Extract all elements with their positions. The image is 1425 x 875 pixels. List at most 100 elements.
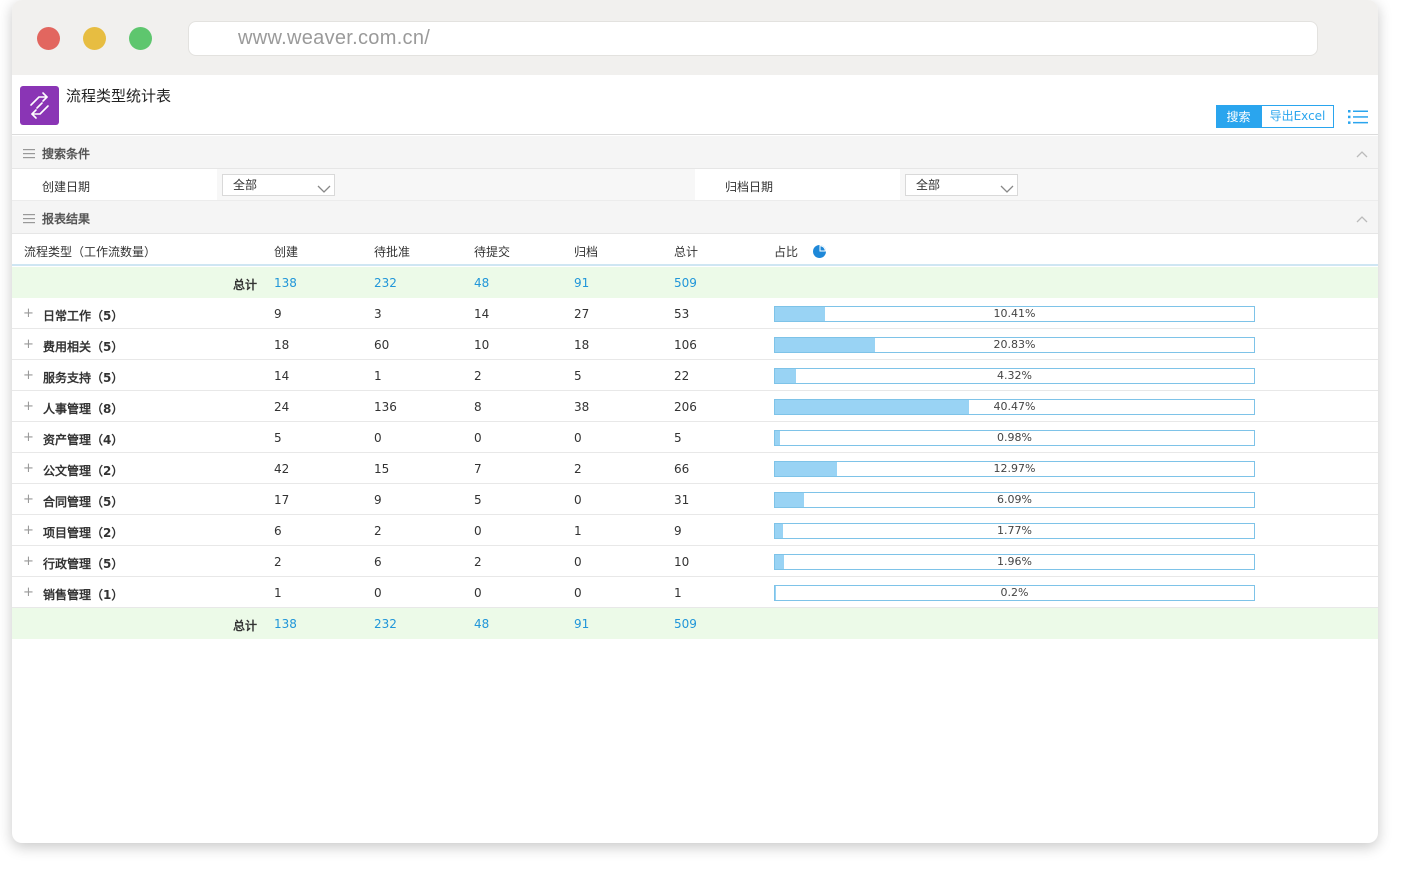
minimize-window-button[interactable] [83, 27, 106, 50]
column-header-pending-submit[interactable]: 待提交 [474, 245, 511, 259]
cell-created: 2 [274, 555, 282, 569]
maximize-window-button[interactable] [129, 27, 152, 50]
ratio-bar: 12.97% [774, 461, 1255, 477]
total-archived[interactable]: 91 [574, 276, 590, 290]
cell-pending-submit: 14 [474, 307, 490, 321]
column-header-total[interactable]: 总计 [674, 245, 699, 259]
cell-created: 14 [274, 369, 290, 383]
search-conditions-bar[interactable]: 搜索条件 [12, 136, 1378, 169]
column-header-type[interactable]: 流程类型（工作流数量） [24, 245, 157, 259]
ratio-bar-fill [775, 369, 796, 383]
table-row[interactable]: + 合同管理（5） 17 9 5 0 31 6.09% [12, 484, 1378, 515]
chevron-down-icon [317, 180, 331, 200]
ratio-bar: 1.96% [774, 554, 1255, 570]
expand-plus-icon[interactable]: + [23, 523, 34, 538]
page-header: 流程类型统计表 搜索 导出Excel [12, 75, 1378, 135]
table-row[interactable]: + 行政管理（5） 2 6 2 0 10 1.96% [12, 546, 1378, 577]
workflow-type-name[interactable]: 服务支持（5） [43, 371, 124, 385]
ratio-percent-label: 6.09% [997, 493, 1032, 506]
cell-pending-approval: 136 [374, 400, 397, 414]
app-icon [20, 86, 59, 125]
expand-plus-icon[interactable]: + [23, 585, 34, 600]
pie-chart-icon[interactable] [812, 244, 827, 262]
ratio-percent-label: 1.96% [997, 555, 1032, 568]
ratio-bar-fill [775, 493, 805, 507]
expand-plus-icon[interactable]: + [23, 368, 34, 383]
table-row[interactable]: + 资产管理（4） 5 0 0 0 5 0.98% [12, 422, 1378, 453]
table-header: 流程类型（工作流数量） 创建 待批准 待提交 归档 总计 占比 [12, 234, 1378, 266]
cell-archived: 1 [574, 524, 582, 538]
cell-archived: 27 [574, 307, 590, 321]
workflow-type-name[interactable]: 行政管理（5） [43, 557, 124, 571]
ratio-bar: 0.98% [774, 430, 1255, 446]
export-excel-button[interactable]: 导出Excel [1261, 105, 1334, 128]
total-pending-submit[interactable]: 48 [474, 276, 490, 290]
create-date-label: 创建日期 [42, 180, 91, 194]
table-row[interactable]: + 人事管理（8） 24 136 8 38 206 40.47% [12, 391, 1378, 422]
total-total[interactable]: 509 [674, 617, 697, 631]
ratio-bar-fill [775, 586, 776, 600]
create-date-select[interactable]: 全部 [222, 174, 335, 196]
total-pending-submit[interactable]: 48 [474, 617, 490, 631]
workflow-type-name[interactable]: 人事管理（8） [43, 402, 124, 416]
cell-archived: 38 [574, 400, 590, 414]
total-pending-approval[interactable]: 232 [374, 276, 397, 290]
table-row[interactable]: + 公文管理（2） 42 15 7 2 66 12.97% [12, 453, 1378, 484]
total-pending-approval[interactable]: 232 [374, 617, 397, 631]
total-archived[interactable]: 91 [574, 617, 590, 631]
cell-pending-approval: 1 [374, 369, 382, 383]
cell-created: 5 [274, 431, 282, 445]
table-row[interactable]: + 费用相关（5） 18 60 10 18 106 20.83% [12, 329, 1378, 360]
cell-total: 53 [674, 307, 690, 321]
expand-plus-icon[interactable]: + [23, 430, 34, 445]
table-row[interactable]: + 日常工作（5） 9 3 14 27 53 10.41% [12, 298, 1378, 329]
cell-pending-submit: 8 [474, 400, 482, 414]
workflow-type-name[interactable]: 日常工作（5） [43, 309, 124, 323]
total-row-top: 总计 138 232 48 91 509 [12, 267, 1378, 298]
column-header-ratio[interactable]: 占比 [774, 245, 799, 259]
expand-plus-icon[interactable]: + [23, 492, 34, 507]
cell-total: 22 [674, 369, 690, 383]
workflow-type-name[interactable]: 资产管理（4） [43, 433, 124, 447]
workflow-type-name[interactable]: 合同管理（5） [43, 495, 124, 509]
chevron-up-icon[interactable] [1356, 147, 1368, 161]
cell-total: 9 [674, 524, 682, 538]
expand-plus-icon[interactable]: + [23, 306, 34, 321]
table-row[interactable]: + 销售管理（1） 1 0 0 0 1 0.2% [12, 577, 1378, 608]
report-results-bar[interactable]: 报表结果 [12, 201, 1378, 234]
workflow-type-name[interactable]: 销售管理（1） [43, 588, 124, 602]
search-conditions-row: 创建日期 全部 归档日期 全部 [12, 169, 1378, 201]
address-bar[interactable]: www.weaver.com.cn/ [188, 21, 1318, 56]
workflow-type-name[interactable]: 项目管理（2） [43, 526, 124, 540]
column-header-archived[interactable]: 归档 [574, 245, 599, 259]
workflow-type-name[interactable]: 公文管理（2） [43, 464, 124, 478]
cell-created: 24 [274, 400, 290, 414]
browser-window: www.weaver.com.cn/ 流程类型统计表 搜索 导出Excel [12, 0, 1378, 843]
cell-total: 66 [674, 462, 690, 476]
ratio-bar: 4.32% [774, 368, 1255, 384]
menu-lines-icon [23, 148, 35, 162]
expand-plus-icon[interactable]: + [23, 461, 34, 476]
ratio-bar-fill [775, 338, 875, 352]
cell-total: 31 [674, 493, 690, 507]
total-created[interactable]: 138 [274, 276, 297, 290]
archive-date-select[interactable]: 全部 [905, 174, 1018, 196]
table-row[interactable]: + 项目管理（2） 6 2 0 1 9 1.77% [12, 515, 1378, 546]
chevron-up-icon[interactable] [1356, 212, 1368, 226]
table-row[interactable]: + 服务支持（5） 14 1 2 5 22 4.32% [12, 360, 1378, 391]
close-window-button[interactable] [37, 27, 60, 50]
list-menu-icon[interactable] [1348, 109, 1368, 128]
workflow-type-name[interactable]: 费用相关（5） [43, 340, 124, 354]
cell-pending-submit: 0 [474, 431, 482, 445]
expand-plus-icon[interactable]: + [23, 399, 34, 414]
column-header-pending-approval[interactable]: 待批准 [374, 245, 411, 259]
cell-pending-submit: 0 [474, 586, 482, 600]
total-total[interactable]: 509 [674, 276, 697, 290]
expand-plus-icon[interactable]: + [23, 554, 34, 569]
total-created[interactable]: 138 [274, 617, 297, 631]
search-button[interactable]: 搜索 [1216, 105, 1261, 128]
column-header-created[interactable]: 创建 [274, 245, 299, 259]
expand-plus-icon[interactable]: + [23, 337, 34, 352]
total-label: 总计 [233, 619, 258, 633]
cell-archived: 5 [574, 369, 582, 383]
